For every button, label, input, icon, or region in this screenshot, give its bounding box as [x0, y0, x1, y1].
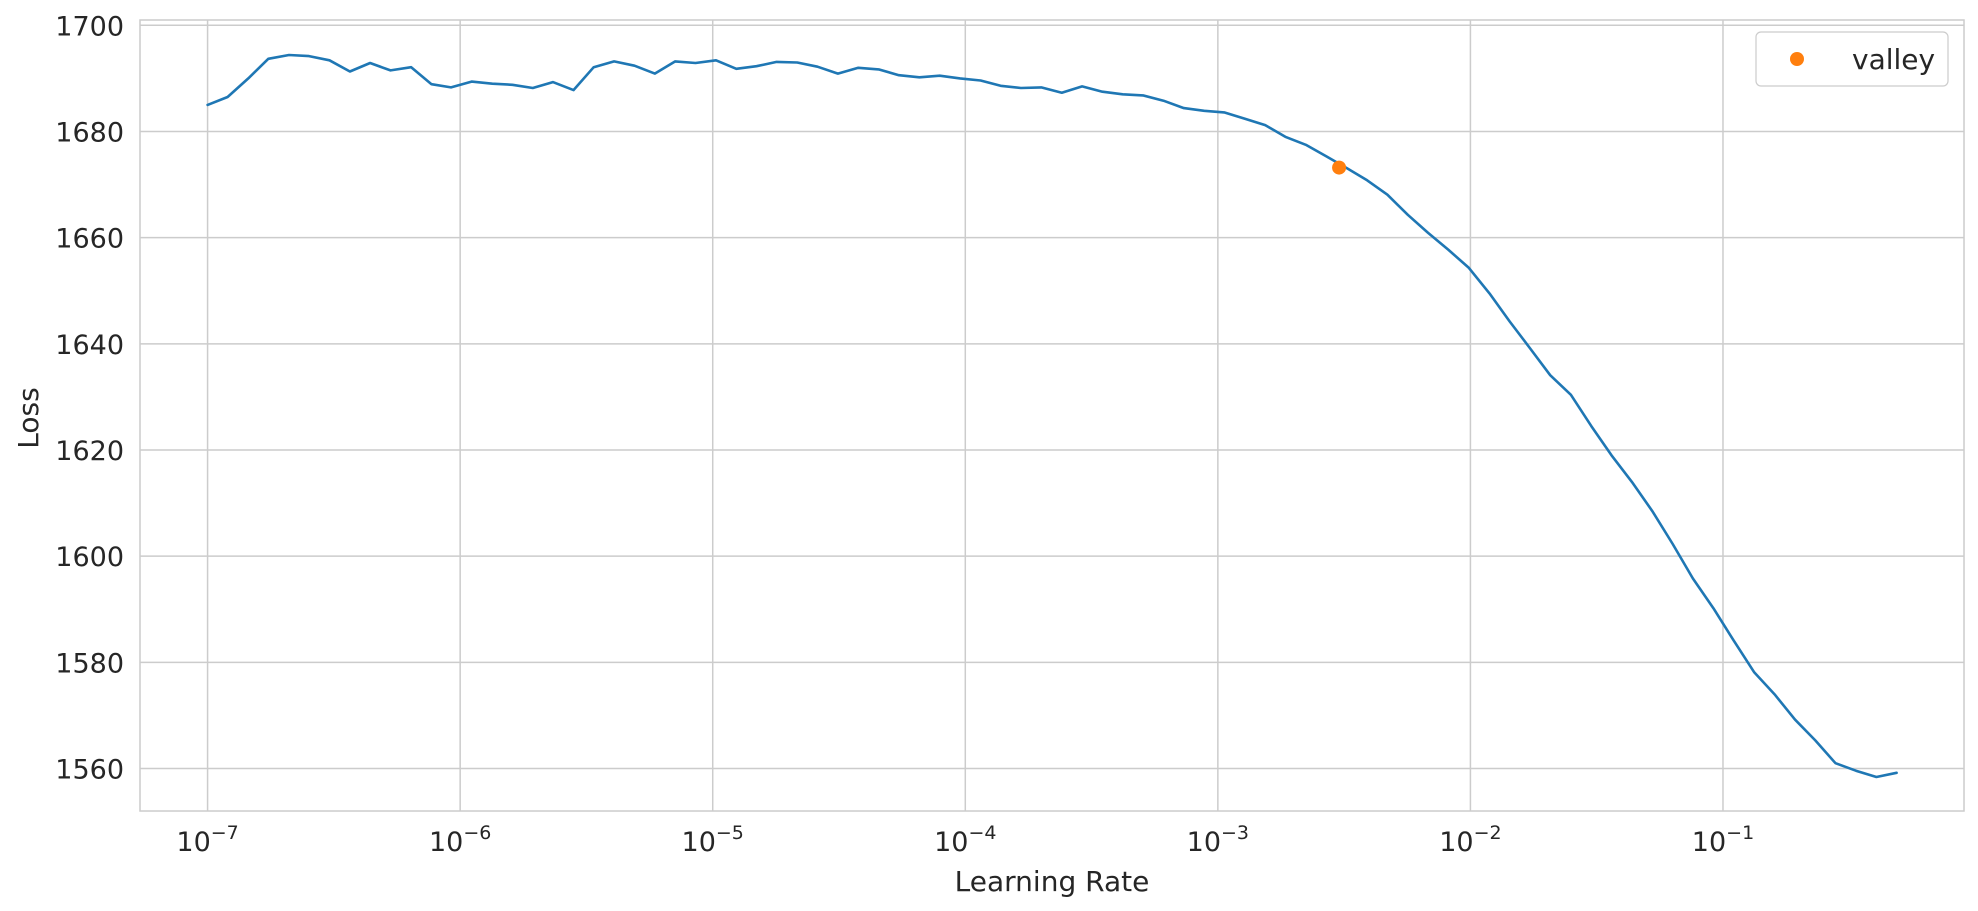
y-tick-label: 1560: [55, 755, 124, 786]
legend-box: [1755, 31, 1949, 87]
valley-point: [1332, 160, 1347, 175]
series-layer: [206, 53, 1898, 779]
x-tick-label: 10−1: [1692, 822, 1754, 858]
y-tick-label: 1600: [55, 542, 124, 573]
y-tick-label: 1660: [55, 224, 124, 255]
legend-label-valley: valley: [1852, 43, 1935, 76]
y-tick-label: 1700: [55, 11, 124, 42]
y-tick-label: 1680: [55, 117, 124, 148]
grid-lines: [140, 20, 1964, 811]
x-tick-label: 10−2: [1439, 822, 1501, 858]
x-tick-label: 10−3: [1187, 822, 1249, 858]
legend-marker-valley: [1790, 52, 1804, 66]
x-axis-label: Learning Rate: [955, 865, 1150, 898]
legend: valley: [1755, 31, 1949, 87]
y-tick-labels: 1560 1580 1600 1620 1640 1660 1680 1700: [55, 11, 124, 785]
y-tick-label: 1640: [55, 330, 124, 361]
y-tick-label: 1620: [55, 436, 124, 467]
plot-frame: [139, 19, 1965, 812]
y-tick-label: 1580: [55, 648, 124, 679]
loss-line: [206, 53, 1898, 779]
y-axis-label: Loss: [12, 387, 45, 448]
x-tick-label: 10−7: [176, 822, 238, 858]
x-tick-label: 10−4: [934, 822, 996, 858]
x-tick-label: 10−5: [682, 822, 744, 858]
x-tick-label: 10−6: [429, 822, 491, 858]
x-tick-labels: 10−7 10−6 10−5 10−4 10−3 10−2 10−1: [176, 822, 1754, 858]
